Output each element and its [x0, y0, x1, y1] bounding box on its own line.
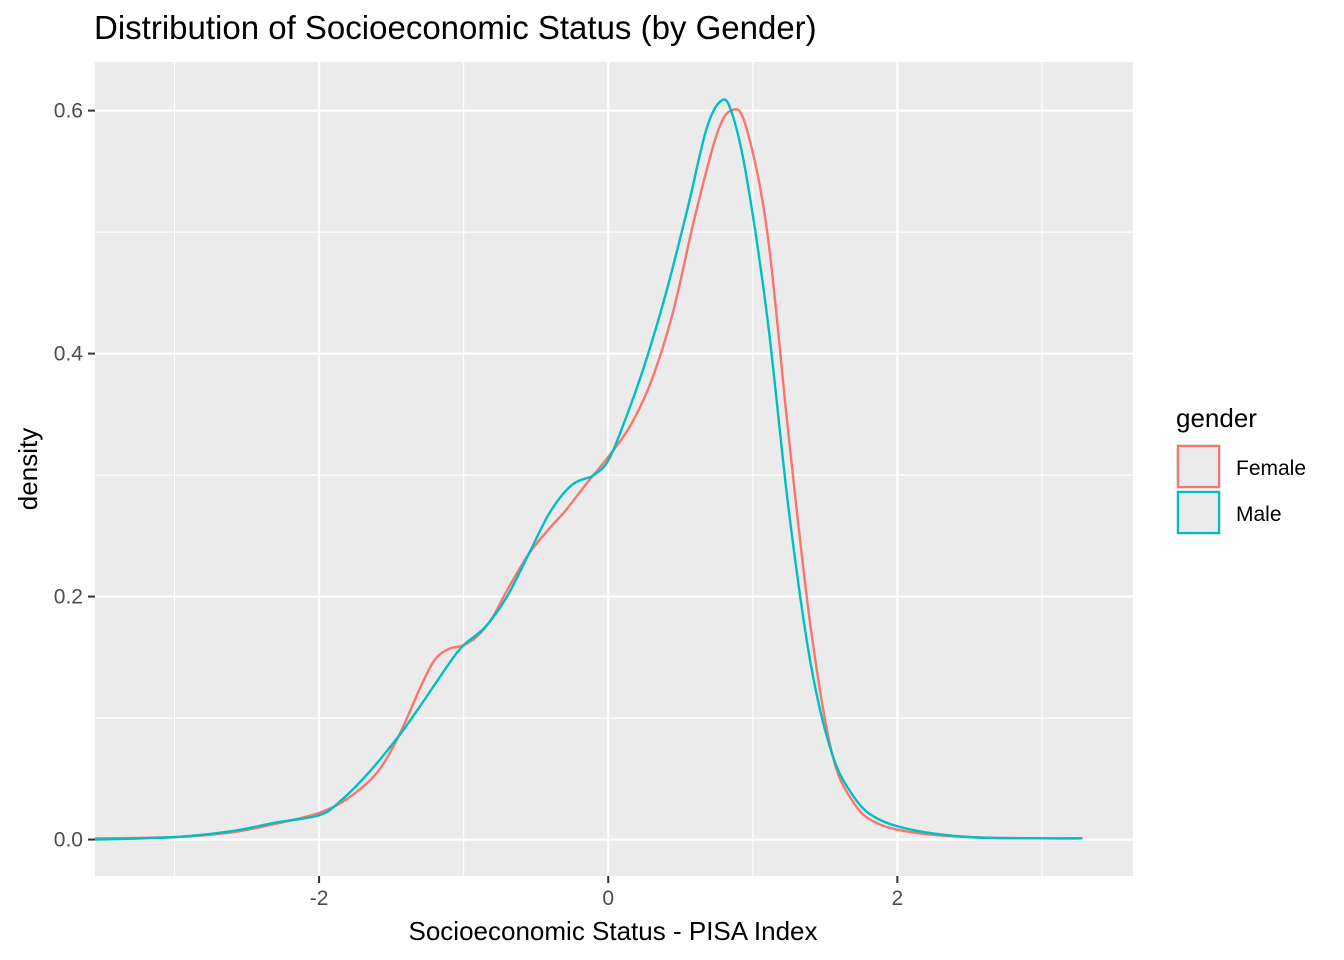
- y-axis: 0.0 0.2 0.4 0.6: [54, 100, 95, 852]
- density-line-male: [94, 98, 1083, 841]
- legend-title: gender: [1176, 403, 1257, 433]
- series-lines: [94, 98, 1083, 841]
- legend-key-male: [1176, 490, 1221, 535]
- y-tick-label: 0.4: [54, 343, 84, 366]
- plot-panel: [95, 62, 1133, 876]
- legend-key-female: [1176, 444, 1221, 489]
- legend: gender Female Male: [1176, 403, 1306, 535]
- y-axis-title: density: [13, 428, 43, 510]
- legend-label-male: Male: [1236, 503, 1282, 526]
- legend-swatch-female: [1176, 444, 1221, 489]
- y-tick-label: 0.2: [54, 586, 83, 609]
- y-tick-label: 0.6: [54, 100, 83, 123]
- x-axis: -2 0 2: [310, 876, 903, 910]
- legend-swatch-male: [1176, 490, 1221, 535]
- y-tick-label: 0.0: [54, 829, 83, 852]
- x-axis-title: Socioeconomic Status - PISA Index: [409, 916, 818, 946]
- x-tick-label: 0: [602, 887, 614, 910]
- x-tick-label: 2: [892, 887, 904, 910]
- x-tick-label: -2: [310, 887, 329, 910]
- legend-label-female: Female: [1236, 457, 1306, 480]
- chart-title: Distribution of Socioeconomic Status (by…: [94, 9, 817, 46]
- panel-background: [95, 62, 1133, 876]
